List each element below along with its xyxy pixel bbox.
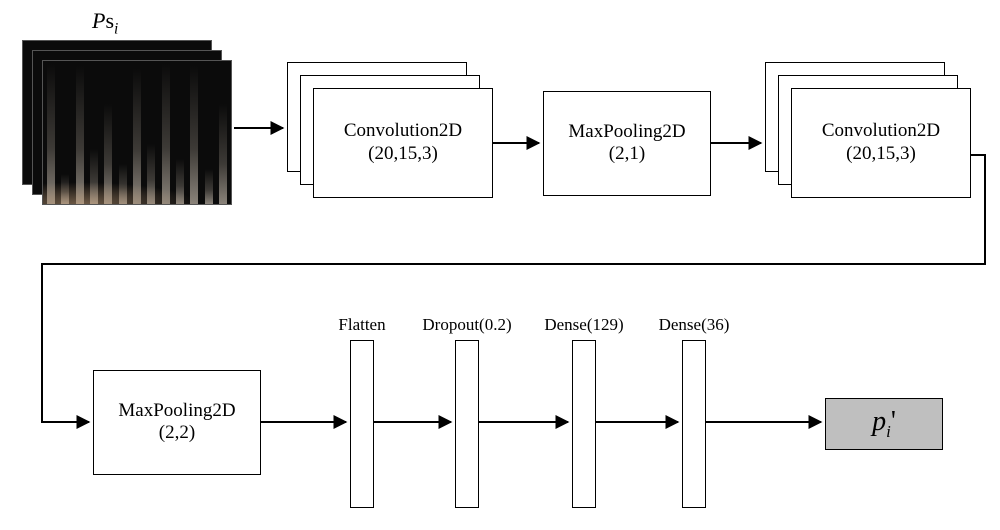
pool2-label: MaxPooling2D (2,2) bbox=[118, 400, 235, 446]
conv2-label: Convolution2D (20,15,3) bbox=[822, 120, 940, 166]
dense2-caption: Dense(36) bbox=[659, 315, 730, 335]
pool1-box: MaxPooling2D (2,1) bbox=[543, 91, 711, 196]
dense1-bar: Dense(129) bbox=[572, 340, 596, 508]
dense1-caption: Dense(129) bbox=[544, 315, 623, 335]
flatten-caption: Flatten bbox=[338, 315, 385, 335]
output-label: pi' bbox=[872, 406, 896, 442]
dense2-bar: Dense(36) bbox=[682, 340, 706, 508]
dropout-bar: Dropout(0.2) bbox=[455, 340, 479, 508]
diagram-canvas: Psi Convolution2D (20,15,3) bbox=[0, 0, 1000, 530]
conv1-label: Convolution2D (20,15,3) bbox=[344, 120, 462, 166]
conv2-stack: Convolution2D (20,15,3) bbox=[765, 62, 971, 198]
conv1-stack: Convolution2D (20,15,3) bbox=[287, 62, 493, 198]
flatten-bar: Flatten bbox=[350, 340, 374, 508]
output-box: pi' bbox=[825, 398, 943, 450]
pool1-label: MaxPooling2D (2,1) bbox=[568, 121, 685, 167]
input-panel-front bbox=[42, 60, 232, 205]
input-label: Psi bbox=[92, 8, 118, 38]
input-stack bbox=[22, 40, 232, 205]
dropout-caption: Dropout(0.2) bbox=[422, 315, 511, 335]
pool2-box: MaxPooling2D (2,2) bbox=[93, 370, 261, 475]
